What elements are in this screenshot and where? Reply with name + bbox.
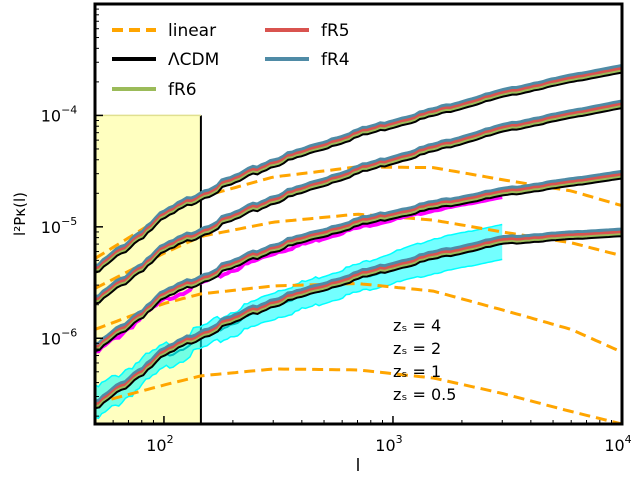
linear-curve-2 — [95, 212, 622, 290]
redshift-label-1: zₛ = 4 — [393, 316, 441, 335]
fR5-curve-1 — [95, 66, 622, 271]
legend-label-4: fR5 — [321, 21, 350, 41]
x-tick-label-3: 104 — [604, 433, 631, 455]
redshift-label-3: zₛ = 1 — [393, 362, 441, 381]
fR4-curve-4 — [95, 227, 622, 405]
fR4-curve-1 — [95, 64, 622, 269]
legend: linear ΛCDM fR6 fR5 fR4 — [112, 21, 350, 100]
fR5-curve-2 — [95, 102, 622, 302]
lcdm-curve-4 — [95, 235, 622, 410]
y-tick-label-1: 10−6 — [41, 326, 78, 348]
cyan-band-area — [95, 224, 503, 419]
legend-label-5: fR4 — [321, 50, 350, 70]
legend-label-2: ΛCDM — [168, 50, 219, 70]
x-tick-label-2: 103 — [375, 433, 402, 455]
fR5-curve-4 — [95, 230, 622, 407]
fR6-curve-1 — [95, 69, 622, 273]
y-tick-label-3: 10−4 — [41, 103, 78, 125]
linear-curve-3 — [95, 282, 622, 354]
cyan-band-lower — [95, 258, 503, 420]
fR4-curve-2 — [95, 99, 622, 300]
redshift-label-2: zₛ = 2 — [393, 339, 441, 358]
linear-curve-4 — [95, 367, 622, 424]
cyan-band-upper — [95, 223, 503, 388]
x-tick-label-1: 102 — [146, 433, 173, 455]
fR5-curve-3 — [95, 172, 622, 349]
fR6-curve-4 — [95, 233, 622, 409]
redshift-label-4: zₛ = 0.5 — [393, 385, 456, 404]
y-tick-label-2: 10−5 — [41, 215, 78, 237]
x-axis-label: l — [356, 456, 361, 476]
plot-frame — [93, 2, 624, 426]
fR6-curve-2 — [95, 105, 622, 304]
lcdm-curve-1 — [95, 71, 622, 274]
fR6-curve-3 — [95, 175, 622, 352]
fR4-curve-3 — [95, 169, 622, 348]
lcdm-curve-2 — [95, 107, 622, 305]
y-axis-label: l²Pκ(l) — [11, 192, 29, 236]
legend-label-3: fR6 — [168, 80, 197, 100]
legend-label-1: linear — [168, 21, 216, 41]
lcdm-curve-3 — [95, 177, 622, 353]
